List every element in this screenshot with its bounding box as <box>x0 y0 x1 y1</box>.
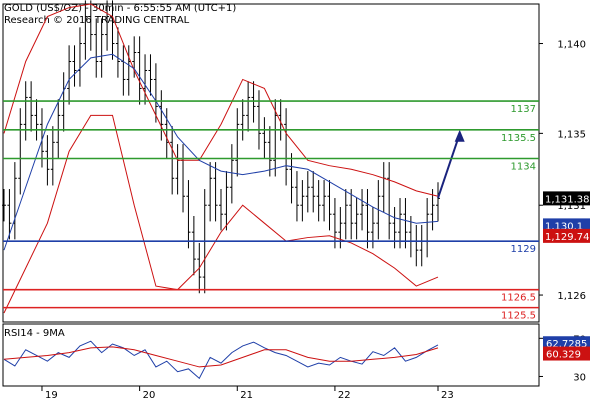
bollinger-lower-line <box>3 114 439 314</box>
time-tick-label-4: 23 <box>441 390 454 400</box>
price-bar <box>94 18 99 78</box>
price-bar <box>186 180 191 249</box>
chart-title: GOLD (US$/OZ) - 30min - 6:55:55 AM (UTC+… <box>4 3 236 14</box>
rsi-panel <box>3 340 439 380</box>
price-bar <box>311 171 316 213</box>
price-bar <box>300 180 305 222</box>
level-label-5: 1125.5 <box>501 311 536 322</box>
copyright-line: Research © 2016 TRADING CENTRAL <box>4 15 190 26</box>
price-tag-1: 1,130.1 <box>545 221 583 232</box>
rsi-title: RSI14 - 9MA <box>4 328 65 339</box>
level-label-2: 1134 <box>511 162 536 173</box>
price-tag-bg-2 <box>543 228 590 243</box>
price-tag-0: 1,131.38 <box>545 194 590 205</box>
price-tick-label-1: 1,131 <box>557 201 586 212</box>
price-bar <box>39 108 44 168</box>
level-label-4: 1126.5 <box>501 293 536 304</box>
price-bar <box>398 198 403 249</box>
time-tick-label-3: 22 <box>338 390 351 400</box>
time-tick-label-0: 19 <box>45 390 58 400</box>
rsi-panel-frame <box>2 323 540 387</box>
price-bar <box>284 108 289 186</box>
price-bar <box>327 180 332 231</box>
rsi-tag-bg-1 <box>543 346 590 361</box>
price-tag-bg-0 <box>543 191 590 206</box>
bollinger-upper-line <box>3 3 439 197</box>
price-bar <box>99 18 104 78</box>
rsi-tag-1: 60.329 <box>546 350 581 361</box>
price-bar <box>105 0 110 51</box>
price-bar <box>34 99 39 141</box>
rsi-series-1 <box>3 346 439 368</box>
price-bar <box>2 189 6 222</box>
price-bar <box>153 63 158 123</box>
price-bar <box>219 189 223 231</box>
rsi-tick-label-0: 30 <box>573 372 586 383</box>
level-label-1: 1135.5 <box>501 133 536 144</box>
forecast-arrow-head <box>454 129 465 142</box>
price-bar <box>83 0 88 60</box>
price-panel <box>2 0 465 314</box>
level-label-3: 1129 <box>511 244 536 255</box>
level-label-0: 1137 <box>511 104 536 115</box>
price-panel-frame <box>2 3 540 323</box>
time-tick-label-2: 21 <box>240 390 253 400</box>
price-bar <box>251 81 256 123</box>
support-resistance-levels: 1137 1135.5 1134 1129 1126.5 1125.5 <box>3 100 539 322</box>
price-bar <box>267 126 272 177</box>
price-bar <box>349 189 354 240</box>
price-bar <box>191 216 196 276</box>
price-bar <box>148 54 153 96</box>
price-bar <box>289 153 294 204</box>
price-bar <box>23 81 28 141</box>
price-bar <box>208 162 213 222</box>
price-bar <box>403 198 408 249</box>
price-bar <box>224 171 229 231</box>
price-bar <box>45 135 50 186</box>
price-bar <box>316 180 321 222</box>
price-bar <box>332 198 337 249</box>
price-bar <box>240 99 245 141</box>
rsi-tag-0: 62.7285 <box>546 339 587 350</box>
price-bar <box>246 81 251 132</box>
price-tick-label-2: 1,135 <box>557 129 586 140</box>
price-bar <box>430 189 435 231</box>
price-bar <box>18 108 23 195</box>
forecast-arrow-shaft <box>437 133 461 199</box>
price-bar <box>213 162 218 222</box>
price-bar <box>256 90 261 150</box>
price-bar <box>387 162 392 240</box>
current-price-tags: 1,131.38 1,130.11,129.74 <box>543 191 590 243</box>
time-axis: 19 20 21 22 23 <box>41 386 454 400</box>
price-bar <box>294 171 299 222</box>
price-bar <box>29 81 34 132</box>
price-bar <box>170 126 175 195</box>
price-bar <box>137 36 142 105</box>
price-bar <box>354 198 359 240</box>
price-bar <box>360 189 365 231</box>
price-bar <box>56 99 61 159</box>
price-bar <box>436 182 440 222</box>
moving-average-line <box>3 53 439 251</box>
price-bar <box>322 180 327 222</box>
price-bar <box>229 144 234 204</box>
time-tick-label-1: 20 <box>143 390 156 400</box>
price-bar <box>67 45 72 105</box>
price-bar <box>262 117 267 159</box>
price-tag-2: 1,129.74 <box>545 232 590 243</box>
price-bar <box>72 45 77 87</box>
price-bar <box>305 171 310 213</box>
price-bar <box>7 189 12 240</box>
price-axis: 1,126 1,131 1,135 1,140 <box>539 40 586 302</box>
price-bar <box>88 0 93 51</box>
price-bar <box>365 189 370 249</box>
price-bar <box>50 126 55 186</box>
price-tick-label-0: 1,126 <box>557 291 586 302</box>
price-bar <box>235 108 240 177</box>
price-tick-label-3: 1,140 <box>557 40 586 51</box>
price-bar <box>343 189 348 240</box>
price-bar <box>115 27 120 78</box>
